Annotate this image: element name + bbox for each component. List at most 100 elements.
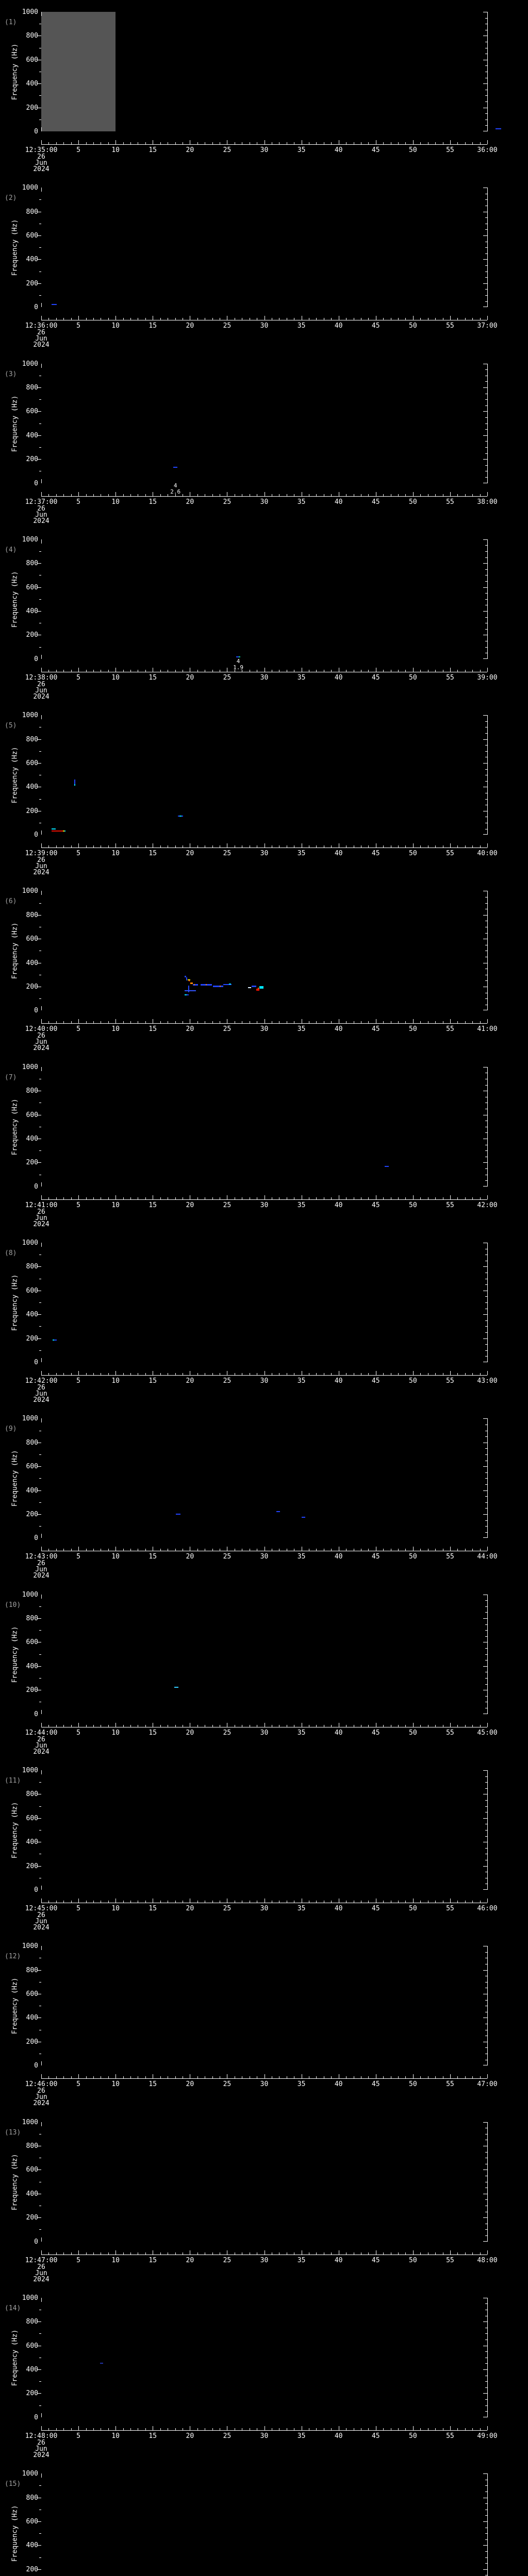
x-axis-tick — [435, 2076, 436, 2079]
x-axis-tick — [145, 1021, 146, 1024]
x-axis-tick — [86, 1900, 87, 1903]
y-axis-tick — [39, 1806, 41, 1807]
x-axis-tick — [197, 669, 198, 672]
spectrogram-speck — [206, 984, 207, 986]
spectrogram-panel: 1000 800 600 400 200 0 12:37:00 5 10 15 20 25 30 35 40… — [0, 352, 528, 528]
y-axis-right-tick — [485, 2503, 487, 2504]
y-axis-tick-label: 400 — [26, 2541, 38, 2550]
y-axis-tick-label: 800 — [26, 2142, 38, 2150]
y-axis-tick-label: 0 — [34, 479, 38, 487]
x-axis-tick-label: 55 — [446, 1553, 454, 1561]
y-axis-tick-label: 200 — [26, 983, 38, 991]
y-axis-tick — [37, 1514, 41, 1515]
x-axis-tick — [123, 318, 124, 320]
y-axis-tick-label: 400 — [26, 1486, 38, 1495]
x-axis-tick — [160, 1900, 161, 1903]
spectrogram-speck — [188, 979, 191, 981]
x-axis-date-line: 2024 — [33, 1923, 50, 1931]
x-axis-tick — [48, 1197, 50, 1199]
y-axis-tick-label: 0 — [34, 2062, 38, 2070]
x-axis-tick — [48, 494, 50, 496]
y-axis-right-tick — [485, 2363, 487, 2364]
spectrogram-panel: 1000 800 600 400 200 0 12:46:00 5 10 15 20 25 30 35 40… — [0, 1934, 528, 2110]
x-axis-tick-label: 50 — [409, 1201, 417, 1209]
y-axis-tick-label: 800 — [26, 383, 38, 392]
y-axis-tick-label: 200 — [26, 1862, 38, 1870]
y-axis-tick-label: 1000 — [22, 2118, 38, 2126]
x-axis-tick — [41, 492, 42, 496]
x-axis-tick-label: 25 — [223, 1728, 232, 1737]
y-axis-right-tick — [485, 781, 487, 782]
spectrogram-speck — [223, 984, 232, 985]
y-axis-tick — [37, 739, 41, 740]
x-axis-tick — [130, 1900, 131, 1903]
x-axis-tick — [175, 1197, 176, 1199]
x-axis-tick — [175, 2252, 176, 2255]
y-axis-right-tick — [483, 762, 487, 764]
plot-area: 1000 800 600 400 200 0 12:44:00 5 10 15 20 25 30 35 40… — [0, 1583, 528, 1758]
x-axis-tick-label: 40 — [334, 1025, 343, 1033]
y-axis-tick — [37, 2217, 41, 2218]
x-axis-tick-label: 10 — [111, 2432, 120, 2440]
x-axis-end-time: 49:00 — [477, 2432, 498, 2440]
x-axis-date-line: 2024 — [33, 1572, 50, 1580]
x-axis-tick — [197, 1373, 198, 1376]
y-axis-right-tick — [485, 113, 487, 114]
x-axis-tick-label: 30 — [260, 673, 269, 682]
y-axis-tick-label: 400 — [26, 2014, 38, 2022]
y-axis-right-tick — [485, 1520, 487, 1521]
x-axis-tick — [123, 142, 124, 144]
x-axis-tick — [368, 1197, 369, 1199]
y-axis-right-tick — [485, 1630, 487, 1631]
x-axis-tick — [78, 667, 79, 672]
y-axis-right-tick — [483, 1666, 487, 1667]
x-axis-tick — [197, 1549, 198, 1551]
x-axis-tick — [405, 1021, 406, 1024]
x-axis-tick — [405, 1724, 406, 1727]
y-axis-right-tick — [485, 199, 487, 200]
y-axis-title: Frequency (Hz) — [11, 395, 19, 452]
x-axis-tick — [435, 1021, 436, 1024]
spectrogram-speck — [179, 816, 182, 817]
spectrogram-speck — [174, 1686, 178, 1688]
y-axis-right-tick — [485, 581, 487, 582]
x-axis-tick — [487, 667, 488, 672]
x-axis-tick — [457, 845, 458, 848]
x-axis-date-line: Jun — [35, 1566, 47, 1574]
y-axis-right-tick — [485, 2533, 487, 2534]
y-axis-tick — [37, 587, 41, 588]
x-axis-tick — [41, 2426, 42, 2430]
x-axis-tick — [487, 1547, 488, 1551]
y-axis-right-tick — [485, 229, 487, 230]
spectrogram-speck — [74, 779, 75, 785]
y-axis-right-tick — [485, 2563, 487, 2564]
y-axis-right-tick — [485, 1806, 487, 1807]
y-axis-tick — [39, 1782, 41, 1783]
y-axis-title: Frequency (Hz) — [11, 747, 19, 804]
y-axis-tick-label: 200 — [26, 279, 38, 287]
spectrogram-speck — [52, 828, 56, 829]
x-axis-tick — [398, 2252, 399, 2255]
y-axis-left-cap — [41, 127, 42, 131]
x-axis-tick — [450, 1371, 451, 1376]
x-axis-tick — [316, 1900, 317, 1903]
y-axis-left-cap — [41, 715, 42, 720]
y-axis-tick — [39, 2557, 41, 2558]
x-axis-tick-label: 40 — [334, 1553, 343, 1561]
x-axis-tick — [412, 1547, 414, 1551]
y-axis-left-cap — [41, 1770, 42, 1774]
spectrogram-speck — [239, 656, 241, 658]
y-axis-right-tick — [485, 447, 487, 448]
x-axis-tick — [86, 2076, 87, 2079]
y-axis-right-tick — [485, 2333, 487, 2334]
y-axis-right-tick — [485, 1508, 487, 1509]
y-axis-title: Frequency (Hz) — [11, 1626, 19, 1683]
x-axis-tick — [197, 1900, 198, 1903]
x-axis-tick — [383, 2428, 384, 2430]
spectrogram-speck — [259, 986, 264, 989]
y-axis-right-tick — [485, 1150, 487, 1151]
x-axis-tick — [41, 2250, 42, 2255]
x-axis-tick-label: 15 — [148, 673, 157, 682]
x-axis-tick-label: 30 — [260, 2432, 269, 2440]
y-axis-tick-label: 800 — [26, 2494, 38, 2502]
